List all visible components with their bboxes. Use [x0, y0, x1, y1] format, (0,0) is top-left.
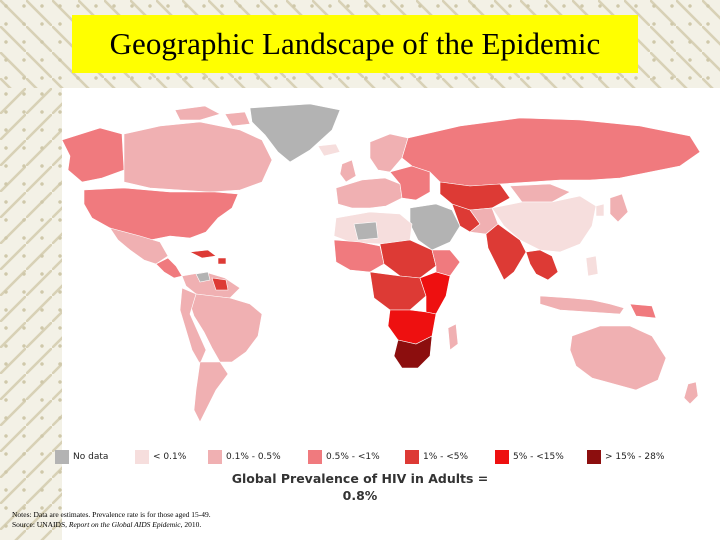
- legend-label: 1% - <5%: [423, 452, 469, 462]
- legend-item: 0.5% - <1%: [308, 449, 380, 465]
- region-southern-cone: [193, 361, 229, 423]
- region-central-asia: [439, 181, 511, 211]
- region-east-africa: [419, 271, 451, 315]
- region-southern-africa: [393, 335, 433, 369]
- legend-swatch: [495, 450, 509, 464]
- region-brazil: [189, 293, 263, 363]
- region-nodata-sa: [195, 271, 211, 283]
- legend-label: 0.1% - 0.5%: [226, 452, 281, 462]
- region-guianas: [211, 277, 229, 291]
- region-korea: [595, 203, 605, 217]
- source-suffix: , 2010.: [180, 520, 202, 529]
- notes-line2: Source: UNAIDS, Report on the Global AID…: [12, 520, 512, 530]
- map-legend: No data < 0.1% 0.1% - 0.5% 0.5% - <1% 1%…: [55, 449, 695, 465]
- region-west-africa: [333, 239, 385, 273]
- region-australia: [569, 325, 667, 391]
- legend-swatch: [135, 450, 149, 464]
- region-russia: [401, 117, 701, 187]
- decorative-border-left: [0, 88, 62, 540]
- legend-label: 0.5% - <1%: [326, 452, 380, 462]
- region-western-europe: [335, 177, 403, 209]
- legend-swatch: [587, 450, 601, 464]
- map-caption-line1: Global Prevalence of HIV in Adults =: [231, 471, 489, 486]
- legend-item: < 0.1%: [135, 449, 186, 465]
- region-philippines: [585, 255, 599, 277]
- region-sahel: [379, 239, 437, 279]
- region-madagascar: [447, 323, 459, 351]
- region-japan: [609, 193, 629, 223]
- region-canada-islands: [174, 105, 251, 127]
- legend-label: < 0.1%: [153, 452, 187, 462]
- legend-label: > 15% - 28%: [605, 452, 665, 462]
- region-scandinavia: [369, 133, 409, 173]
- legend-swatch: [55, 450, 69, 464]
- region-alaska: [61, 127, 125, 183]
- region-greenland: [249, 103, 341, 163]
- region-china: [491, 195, 597, 253]
- region-png: [629, 303, 657, 319]
- source-title: Report on the Global AIDS Epidemic: [68, 520, 181, 529]
- notes: Notes: Data are estimates. Prevalence ra…: [12, 510, 512, 530]
- region-new-zealand: [683, 381, 699, 405]
- legend-swatch: [208, 450, 222, 464]
- region-caribbean: [188, 249, 227, 265]
- region-uk: [339, 159, 357, 183]
- region-usa: [83, 187, 239, 241]
- legend-swatch: [308, 450, 322, 464]
- region-middle-east: [409, 203, 461, 251]
- world-map: [61, 103, 701, 423]
- slide-title: Geographic Landscape of the Epidemic: [109, 26, 601, 61]
- legend-swatch: [405, 450, 419, 464]
- legend-item: 0.1% - 0.5%: [208, 449, 281, 465]
- title-banner: Geographic Landscape of the Epidemic: [72, 15, 638, 73]
- region-central-africa: [369, 271, 427, 311]
- region-southeast-asia: [525, 249, 559, 281]
- map-caption-line2: 0.8%: [342, 488, 378, 503]
- region-andes: [179, 287, 207, 365]
- legend-item: > 15% - 28%: [587, 449, 664, 465]
- region-nodata-africa: [353, 221, 379, 241]
- legend-item: 5% - <15%: [495, 449, 564, 465]
- map-caption: Global Prevalence of HIV in Adults = 0.8…: [150, 470, 570, 504]
- region-indonesia: [539, 295, 625, 315]
- region-iceland: [317, 143, 341, 157]
- legend-label: No data: [73, 452, 109, 462]
- source-prefix: Source: UNAIDS,: [12, 520, 69, 529]
- legend-item: 1% - <5%: [405, 449, 468, 465]
- region-mongolia: [509, 183, 571, 203]
- region-india: [485, 223, 527, 281]
- notes-line1: Notes: Data are estimates. Prevalence ra…: [12, 510, 211, 519]
- legend-label: 5% - <15%: [513, 452, 564, 462]
- region-canada: [123, 121, 273, 193]
- legend-item: No data: [55, 449, 108, 465]
